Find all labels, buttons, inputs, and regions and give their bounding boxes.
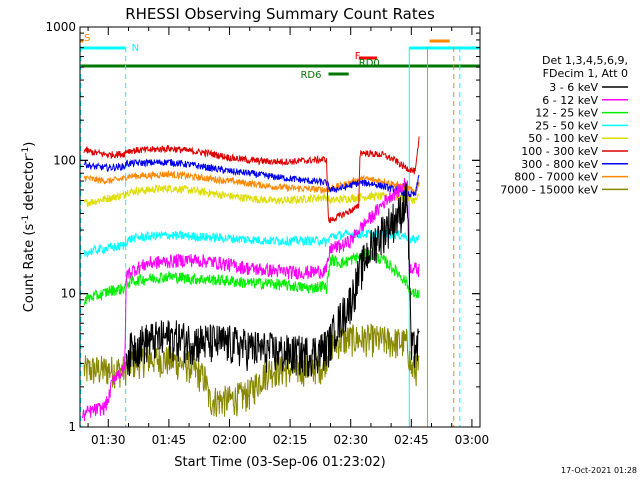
legend-entry-label: 12 - 25 keV bbox=[535, 107, 598, 120]
legend-entry-label: 3 - 6 keV bbox=[549, 81, 598, 94]
x-tick-label: 03:00 bbox=[455, 433, 490, 447]
x-tick-label: 02:15 bbox=[273, 433, 308, 447]
axis-ticks bbox=[80, 26, 480, 428]
y-tick-label: 100 bbox=[53, 153, 76, 167]
flag-label: RD0 bbox=[359, 58, 380, 69]
flag-label: S bbox=[84, 33, 90, 44]
flag-label: F bbox=[355, 51, 361, 62]
generation-timestamp: 17-Oct-2021 01:28 bbox=[561, 466, 637, 475]
legend-entry-label: 25 - 50 keV bbox=[535, 119, 598, 132]
series-line bbox=[81, 177, 420, 422]
y-tick-label: 10 bbox=[61, 287, 76, 301]
x-axis-label: Start Time (03-Sep-06 01:23:02) bbox=[174, 455, 385, 470]
flag-label: RD6 bbox=[300, 70, 321, 81]
legend-header-decimation: FDecim 1, Att 0 bbox=[543, 67, 628, 80]
x-tick-label: 01:30 bbox=[91, 433, 126, 447]
series-line bbox=[83, 183, 420, 207]
series-line bbox=[126, 183, 420, 377]
series-lines bbox=[81, 136, 420, 422]
legend-entry-label: 100 - 300 keV bbox=[521, 145, 598, 158]
y-tick-label: 1000 bbox=[45, 20, 76, 34]
y-tick-labels: 1 10 100 1000 bbox=[45, 20, 76, 434]
legend-entry-label: 6 - 12 keV bbox=[542, 94, 598, 107]
flag-label: N bbox=[132, 43, 139, 54]
legend-entry-label: 300 - 800 keV bbox=[521, 158, 598, 171]
x-tick-labels: 01:30 01:45 02:00 02:15 02:30 02:45 03:00 bbox=[91, 433, 489, 447]
y-axis-label: Count Rate (s-1 detector-1) bbox=[21, 142, 37, 313]
y-tick-label: 1 bbox=[68, 420, 76, 434]
legend-entry-label: 7000 - 15000 keV bbox=[500, 183, 598, 196]
plot-frame bbox=[79, 26, 481, 428]
chart-title: RHESSI Observing Summary Count Rates bbox=[125, 5, 435, 23]
legend-entry-label: 50 - 100 keV bbox=[528, 132, 598, 145]
x-tick-label: 01:45 bbox=[152, 433, 187, 447]
series-line bbox=[83, 158, 420, 198]
series-line bbox=[83, 169, 420, 195]
legend: Det 1,3,4,5,6,9, FDecim 1, Att 0 3 - 6 k… bbox=[500, 54, 628, 196]
series-line bbox=[83, 136, 420, 224]
x-tick-label: 02:30 bbox=[333, 433, 368, 447]
series-line bbox=[83, 228, 420, 258]
legend-entry-label: 800 - 7000 keV bbox=[514, 171, 598, 184]
legend-header-detectors: Det 1,3,4,5,6,9, bbox=[542, 54, 628, 67]
x-tick-label: 02:45 bbox=[394, 433, 429, 447]
x-tick-label: 02:00 bbox=[212, 433, 247, 447]
series-line bbox=[83, 323, 420, 417]
